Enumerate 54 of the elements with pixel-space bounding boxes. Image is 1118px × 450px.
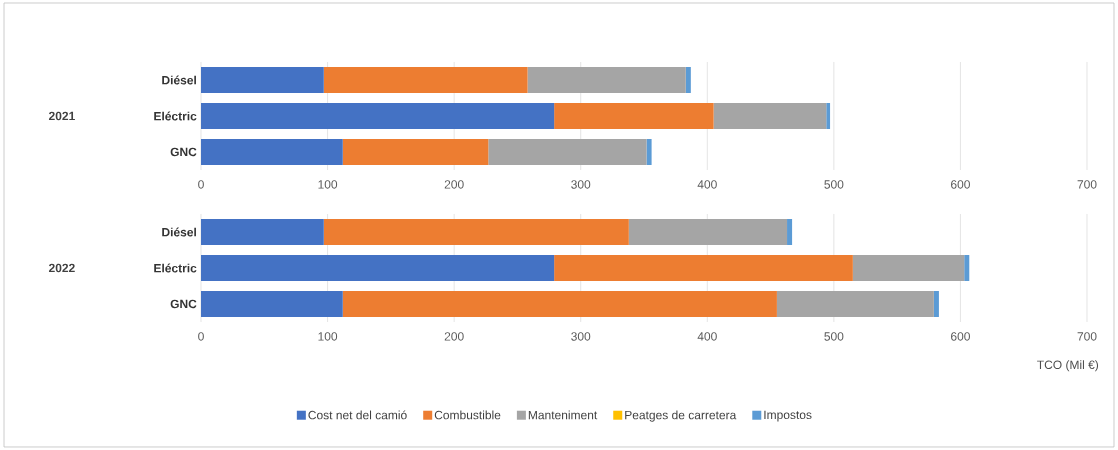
x-tick-label: 700 — [1077, 180, 1097, 189]
bar — [323, 218, 629, 245]
x-tick-label: 100 — [318, 332, 338, 341]
bar — [933, 290, 939, 317]
bar — [646, 138, 652, 165]
bar — [201, 254, 555, 281]
x-tick-label: 200 — [444, 332, 464, 341]
y-tick-label: Diésel — [162, 75, 196, 85]
legend-label: Cost net del camió — [308, 410, 407, 420]
bar — [201, 138, 343, 165]
x-tick-label: 700 — [1077, 332, 1097, 341]
y-tick-label: Diésel — [162, 227, 196, 237]
bar — [201, 218, 324, 245]
bar — [554, 254, 853, 281]
y-tick-label: GNC — [170, 299, 197, 309]
x-tick-label: 600 — [951, 180, 970, 189]
x-axis-title: TCO (Mil €) — [1037, 360, 1099, 372]
y-axis-title: 2022 — [48, 263, 75, 273]
legend-label: Combustible — [434, 410, 501, 420]
x-tick-label: 0 — [198, 332, 204, 341]
bar — [852, 254, 965, 281]
bar — [201, 66, 324, 93]
bar — [776, 290, 934, 317]
y-tick-label: Eléctric — [154, 111, 197, 121]
x-tick-label: 500 — [824, 332, 844, 341]
bar — [201, 102, 555, 129]
x-tick-label: 100 — [318, 180, 338, 189]
bar — [685, 66, 691, 93]
x-tick-label: 300 — [571, 180, 591, 189]
x-tick-label: 300 — [571, 332, 591, 341]
bar — [964, 254, 970, 281]
bar — [201, 290, 343, 317]
legend-label: Manteniment — [528, 410, 598, 420]
legend-label: Peatges de carretera — [625, 410, 737, 422]
y-axis-title: 2021 — [48, 111, 75, 121]
y-tick-label: Eléctric — [154, 263, 197, 273]
bar — [342, 138, 489, 165]
bar — [488, 138, 647, 165]
legend-label: Impostos — [764, 410, 812, 422]
bar — [826, 102, 831, 129]
bar — [342, 290, 777, 317]
bar — [628, 218, 788, 245]
bar — [323, 66, 528, 93]
x-tick-label: 500 — [824, 180, 844, 189]
x-tick-label: 200 — [444, 180, 464, 189]
bar — [554, 102, 714, 129]
bar — [527, 66, 686, 93]
x-tick-label: 400 — [697, 180, 717, 189]
x-tick-label: 400 — [697, 332, 717, 341]
bar — [713, 102, 827, 129]
y-tick-label: GNC — [170, 147, 197, 157]
bar — [787, 218, 793, 245]
x-tick-label: 600 — [951, 332, 970, 341]
x-tick-label: 0 — [198, 180, 204, 189]
